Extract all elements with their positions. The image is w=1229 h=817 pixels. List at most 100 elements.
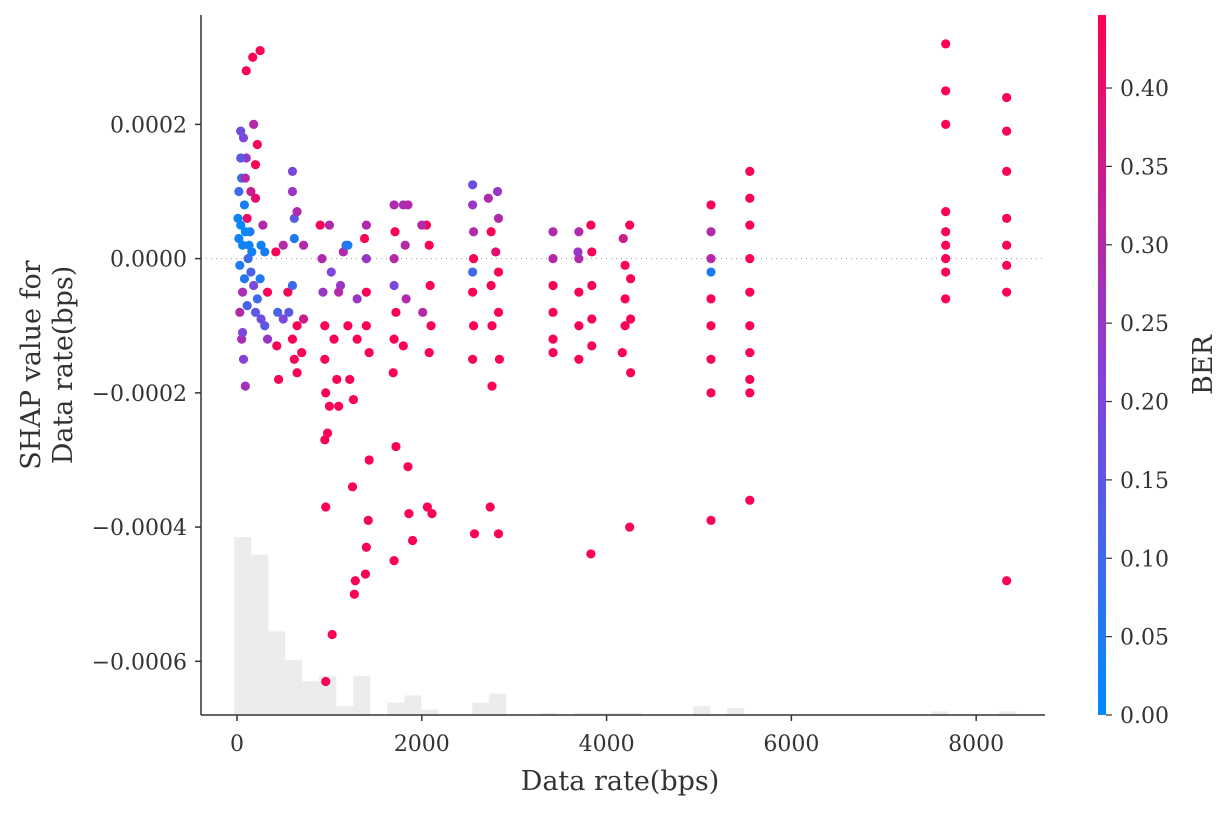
y-tick-label: −0.0004	[92, 516, 187, 541]
histogram	[234, 537, 1017, 715]
data-point	[941, 207, 951, 217]
data-point	[352, 334, 362, 344]
data-point	[273, 307, 283, 317]
data-point	[334, 401, 344, 411]
data-point	[626, 274, 636, 284]
data-point	[256, 240, 266, 250]
data-point	[322, 428, 333, 438]
data-point	[403, 462, 413, 472]
data-point	[361, 254, 371, 264]
data-point	[586, 220, 596, 230]
data-point	[427, 509, 437, 519]
data-point	[493, 307, 504, 317]
data-point	[706, 267, 716, 277]
data-point	[391, 307, 401, 317]
data-point	[586, 549, 596, 559]
data-point	[283, 287, 293, 297]
data-point	[548, 307, 558, 317]
histogram-bar	[404, 695, 422, 715]
y-tick-label: 0.0002	[110, 113, 187, 138]
data-point	[242, 301, 252, 311]
data-point	[706, 515, 716, 525]
data-point	[745, 193, 755, 203]
data-point	[468, 254, 479, 264]
data-point	[574, 354, 584, 364]
data-point	[329, 334, 339, 344]
data-point	[548, 334, 558, 344]
colorbar-ticks: 0.00 0.05 0.10 0.15 0.20 0.25 0.30 0.35 0.40	[1106, 77, 1169, 729]
data-point	[745, 220, 755, 230]
data-point	[548, 254, 558, 264]
data-point	[239, 200, 250, 210]
histogram-bar	[285, 659, 303, 715]
scatter-points	[233, 39, 1012, 687]
data-point	[706, 388, 716, 398]
data-point	[745, 166, 755, 176]
data-point	[260, 321, 270, 331]
data-point	[1002, 240, 1012, 250]
data-point	[468, 354, 478, 364]
data-point	[426, 321, 436, 331]
data-point	[271, 247, 281, 257]
data-point	[289, 354, 299, 364]
histogram-bar	[727, 707, 745, 715]
data-point	[345, 374, 355, 385]
data-point	[249, 280, 259, 291]
y-ticks: 0.0002 0.0000 −0.0002 −0.0004 −0.0006	[92, 113, 201, 675]
data-point	[548, 280, 558, 291]
data-point	[297, 347, 307, 358]
data-point	[706, 200, 716, 210]
data-point	[587, 247, 597, 257]
x-tick-label: 8000	[948, 732, 1004, 757]
data-point	[706, 294, 716, 304]
data-point	[469, 529, 480, 539]
data-point	[237, 334, 247, 344]
data-point	[361, 542, 371, 552]
data-point	[398, 341, 408, 351]
x-tick-label: 2000	[394, 732, 450, 757]
data-point	[424, 347, 434, 358]
data-point	[298, 240, 309, 250]
histogram-bar	[251, 554, 269, 715]
data-point	[620, 260, 630, 270]
data-point	[243, 254, 253, 264]
data-point	[941, 39, 951, 49]
data-point	[574, 321, 584, 331]
data-point	[255, 45, 265, 56]
colorbar-tick-label: 0.05	[1120, 626, 1169, 651]
data-point	[404, 509, 414, 519]
colorbar-tick-label: 0.00	[1120, 704, 1169, 729]
data-point	[626, 314, 636, 324]
data-point	[422, 502, 432, 512]
data-point	[389, 556, 399, 566]
data-point	[391, 441, 401, 452]
data-point	[298, 314, 309, 324]
data-point	[233, 213, 243, 223]
data-point	[493, 529, 504, 539]
data-point	[360, 569, 371, 579]
data-point	[493, 267, 504, 277]
data-point	[363, 515, 373, 525]
data-point	[468, 267, 478, 277]
data-point	[317, 254, 327, 264]
histogram-bar	[353, 675, 371, 715]
data-point	[320, 354, 330, 364]
data-point	[403, 200, 413, 210]
histogram-bar	[489, 693, 507, 715]
data-point	[250, 160, 261, 170]
data-point	[287, 166, 298, 176]
data-point	[284, 307, 294, 317]
data-point	[745, 287, 755, 297]
data-point	[364, 455, 374, 465]
data-point	[485, 502, 495, 512]
data-point	[548, 347, 558, 358]
histogram-bar	[574, 713, 592, 715]
data-point	[348, 394, 359, 405]
data-point	[390, 227, 400, 237]
data-point	[587, 280, 597, 291]
data-point	[574, 254, 584, 264]
histogram-bar	[591, 713, 609, 715]
data-point	[389, 254, 399, 264]
data-point	[278, 240, 288, 250]
data-point	[278, 314, 288, 324]
